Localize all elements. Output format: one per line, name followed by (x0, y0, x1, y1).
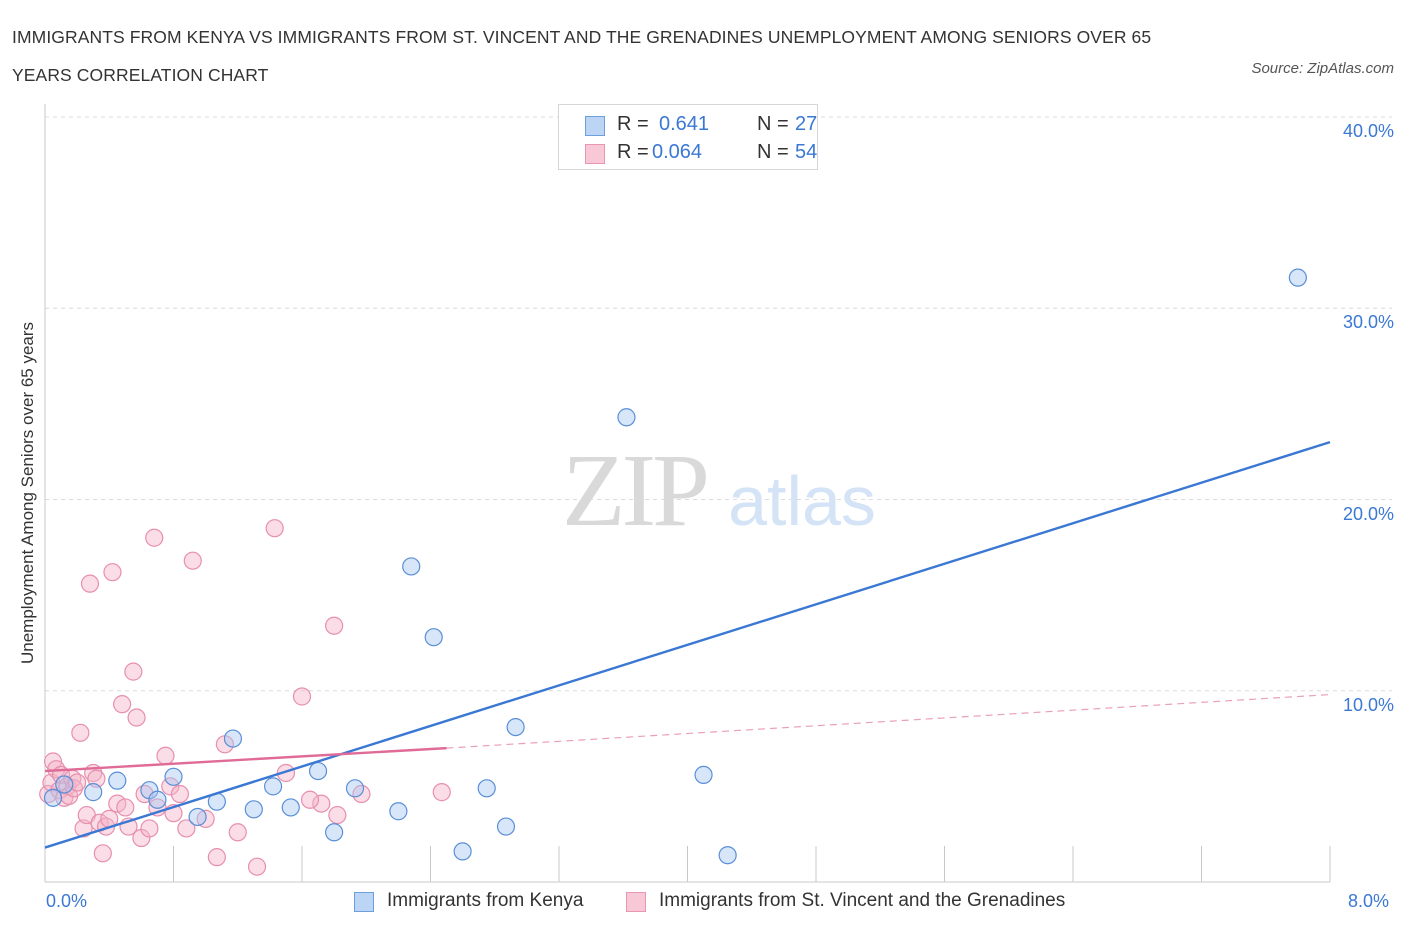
svg-point (140, 819, 159, 838)
svg-point (265, 519, 284, 538)
legend-label-kenya: Immigrants from Kenya (387, 890, 584, 911)
svg-point (87, 769, 106, 788)
kenya-point (55, 775, 74, 794)
svg-point (247, 857, 267, 876)
svg-point (112, 695, 132, 714)
legend-n-label: N = (757, 141, 789, 163)
kenya-point (263, 777, 283, 796)
legend-r-label: R = (617, 113, 649, 135)
legend-n-label: N = (757, 113, 789, 135)
kenya-point (244, 800, 263, 819)
svg-point (432, 783, 451, 802)
legend-r-label: R = (617, 141, 649, 163)
y-tick-label: 20.0% (1342, 503, 1394, 524)
series-kenya-points (43, 268, 1307, 865)
svg-point (325, 616, 344, 635)
kenya-point (402, 557, 421, 576)
x-tick-label-end: 8.0% (1348, 891, 1390, 911)
trend-lines (44, 440, 1331, 849)
kenya-point (617, 408, 636, 427)
y-tick-label: 10.0% (1342, 694, 1394, 715)
chart-title: IMMIGRANTS FROM KENYA VS IMMIGRANTS FROM… (12, 27, 1152, 85)
svg-trend-line-extrapolated (446, 693, 1331, 749)
x-tick-label-start: 0.0% (46, 891, 88, 911)
kenya-point (1288, 268, 1307, 287)
watermark-zip: ZIP (562, 433, 706, 548)
svg-point (183, 551, 202, 570)
svg-point (80, 574, 100, 593)
svg-point (177, 819, 196, 838)
svg-point (116, 798, 135, 817)
svg-point (156, 746, 175, 765)
svg-point (170, 784, 190, 804)
y-axis-label: Unemployment Among Seniors over 65 years (18, 321, 37, 665)
legend-swatch-svg (585, 144, 605, 164)
kenya-point (345, 779, 365, 798)
kenya-trend-line (44, 440, 1331, 849)
legend-swatch-svg (626, 892, 646, 912)
kenya-point (308, 761, 328, 781)
svg-point (103, 563, 122, 582)
svg-point (145, 528, 164, 547)
grid-lines (45, 116, 1392, 692)
svg-point (292, 687, 312, 706)
svg-point (300, 790, 320, 809)
watermark: ZIP atlas (562, 433, 876, 548)
svg-point (328, 805, 347, 825)
legend-r-value: 0.641 (659, 113, 710, 135)
kenya-point (164, 767, 183, 786)
legend-label-svg: Immigrants from St. Vincent and the Gren… (659, 890, 1066, 911)
svg-trend-line (44, 746, 447, 773)
svg-point (207, 848, 226, 867)
kenya-point (43, 788, 63, 807)
kenya-point (453, 842, 472, 861)
svg-point (93, 844, 112, 863)
svg-point (127, 708, 146, 727)
svg-point (124, 662, 143, 681)
kenya-point (496, 817, 516, 836)
svg-point (228, 823, 247, 842)
legend-n-value: 54 (795, 141, 818, 163)
kenya-point (477, 779, 496, 798)
watermark-atlas: atlas (728, 462, 876, 540)
kenya-point (718, 846, 737, 865)
svg-point (74, 819, 93, 838)
svg-point (71, 723, 90, 742)
legend-n-value: 27 (795, 113, 818, 135)
legend-swatch-kenya (585, 116, 605, 136)
kenya-point (506, 717, 525, 737)
kenya-point (84, 783, 103, 802)
kenya-point (389, 802, 408, 821)
y-tick-label: 40.0% (1342, 121, 1394, 141)
svg-point (64, 779, 84, 798)
kenya-point (188, 807, 207, 827)
kenya-point (223, 729, 243, 748)
y-tick-label: 30.0% (1342, 312, 1394, 333)
kenya-point (281, 798, 300, 817)
kenya-point (424, 628, 443, 647)
legend-swatch-kenya (354, 892, 374, 912)
source-note: Source: ZipAtlas.com (1251, 60, 1394, 77)
svg-point (312, 794, 331, 813)
kenya-point (148, 790, 167, 809)
kenya-point (325, 823, 344, 842)
series-legend: Immigrants from Kenya Immigrants from St… (0, 888, 1406, 916)
series-svg-points (39, 519, 451, 876)
legend-r-value: 0.064 (652, 141, 703, 163)
svg-point (161, 777, 180, 796)
kenya-point (694, 765, 713, 785)
kenya-point (108, 771, 127, 790)
axes (44, 104, 1331, 883)
correlation-legend: R = 0.641 N = 27 R = 0.064 N = 54 (558, 104, 818, 170)
